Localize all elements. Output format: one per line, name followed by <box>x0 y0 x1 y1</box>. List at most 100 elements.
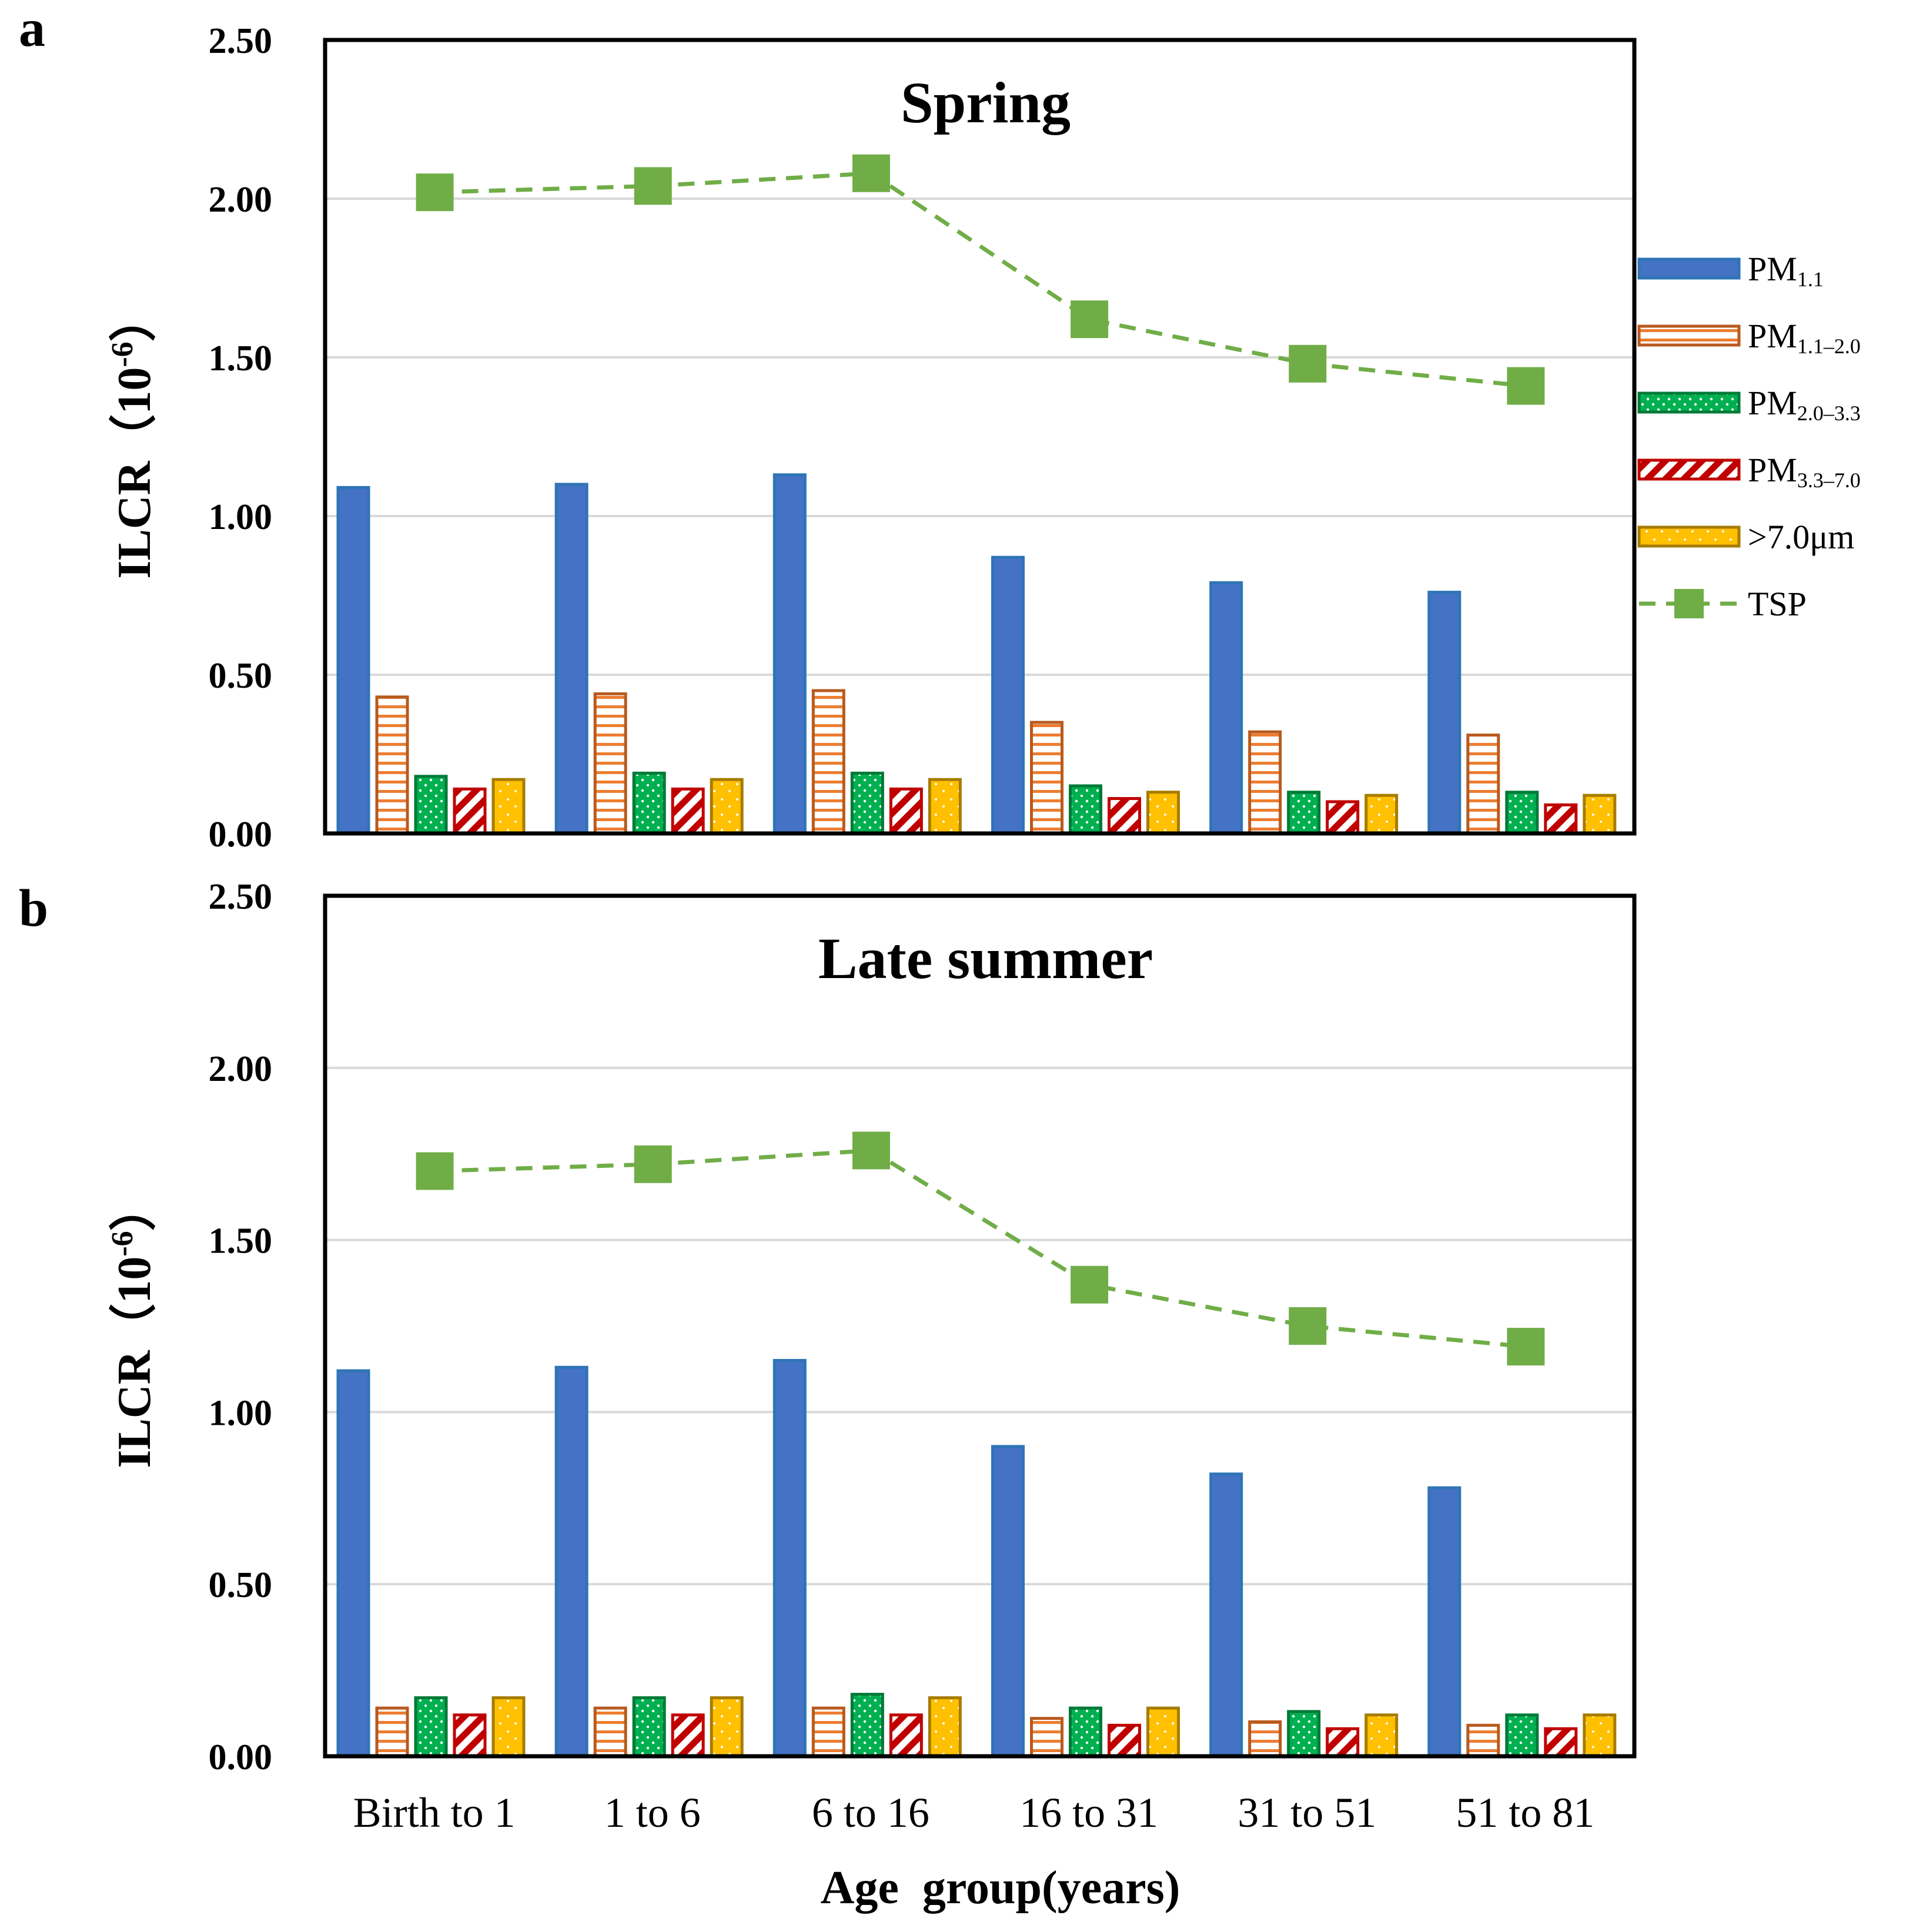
bar-pm2033 <box>632 1696 666 1758</box>
bar-pm11 <box>1209 581 1243 835</box>
bar-pm1120 <box>1030 721 1063 835</box>
plot-frame <box>323 38 1637 836</box>
bar-pm2033 <box>1505 791 1539 835</box>
legend-label-subscript: 1.1 <box>1797 267 1824 291</box>
bar-pm3370 <box>453 787 487 835</box>
bar-70m <box>1364 1713 1399 1758</box>
bar-pm11 <box>1427 591 1461 835</box>
bar-pm1120 <box>1248 1720 1282 1758</box>
legend-label: PM3.3–7.0 <box>1748 451 1861 492</box>
bar-pm3370 <box>1326 800 1360 835</box>
x-tick-label: Birth to 1 <box>353 1789 516 1836</box>
bar-pm2033 <box>1505 1713 1539 1758</box>
bar-70m <box>1364 793 1399 835</box>
x-tick-label: 16 to 31 <box>1019 1789 1158 1836</box>
legend-label-subscript: 3.3–7.0 <box>1797 468 1861 492</box>
panel-label: b <box>19 879 48 937</box>
y-axis-label: ILCR（10-6） <box>106 1184 160 1468</box>
bar-pm3370 <box>1544 1727 1578 1758</box>
legend-label: TSP <box>1748 585 1807 623</box>
legend-swatch <box>1637 257 1741 280</box>
tsp-line <box>434 171 1526 389</box>
y-tick-label: 0.50 <box>209 656 273 696</box>
bar-pm2033 <box>850 1693 884 1758</box>
x-tick-label: 51 to 81 <box>1456 1789 1594 1836</box>
legend-label-base: >7.0μm <box>1748 518 1854 556</box>
legend-label: PM1.1 <box>1748 250 1824 291</box>
bar-pm1120 <box>593 692 627 835</box>
y-axis-label-text: ILCR（10 <box>109 367 160 579</box>
tsp-marker <box>852 1131 890 1170</box>
tsp-marker <box>1507 1328 1545 1366</box>
y-tick-label: 2.00 <box>209 180 273 220</box>
y-tick-label: 1.50 <box>209 339 273 379</box>
bar-pm2033 <box>414 775 448 835</box>
tsp-marker <box>1289 1307 1327 1345</box>
bar-pm11 <box>1209 1472 1243 1758</box>
legend-label-base: PM <box>1748 451 1797 489</box>
x-tick-label: 31 to 51 <box>1238 1789 1376 1836</box>
legend-label-subscript: 1.1–2.0 <box>1797 334 1861 358</box>
bar-pm11 <box>554 483 588 835</box>
tsp-marker <box>634 167 672 205</box>
legend-label-base: PM <box>1748 384 1797 422</box>
bar-pm2033 <box>1287 1710 1321 1758</box>
bar-70m <box>1583 1713 1617 1758</box>
bar-pm11 <box>991 555 1025 835</box>
chart-title: Late summer <box>818 926 1153 991</box>
bar-pm3370 <box>1108 1723 1141 1758</box>
tsp-marker <box>1507 367 1545 405</box>
legend-label-base: PM <box>1748 317 1797 355</box>
legend-label-base: TSP <box>1748 585 1807 623</box>
tsp-marker <box>1071 300 1109 339</box>
bar-70m <box>928 778 962 835</box>
bar-pm3370 <box>453 1713 487 1758</box>
bar-pm3370 <box>671 1713 705 1758</box>
panel-spring: 0.00 0.50 1.00 1.50 2.00 2.50 Spring a ILCR（10-6… <box>19 0 1637 855</box>
y-tick-label: 0.00 <box>209 815 273 855</box>
x-axis-label: Age group(years) <box>821 1862 1180 1914</box>
legend-swatch <box>1637 525 1741 548</box>
y-tick-label: 0.00 <box>209 1737 273 1777</box>
legend-swatch <box>1637 458 1741 481</box>
y-axis-label-text: ILCR（10 <box>109 1257 160 1468</box>
legend-label-base: PM <box>1748 250 1797 288</box>
bar-pm2033 <box>850 771 884 835</box>
y-tick-label: 1.00 <box>209 1393 273 1433</box>
bar-pm1120 <box>375 1706 409 1758</box>
y-tick-label: 2.50 <box>209 877 273 917</box>
bar-pm2033 <box>1287 791 1321 835</box>
bar-pm3370 <box>889 787 923 835</box>
bar-pm2033 <box>1069 784 1102 835</box>
tsp-marker <box>1071 1265 1109 1304</box>
bar-pm3370 <box>671 787 705 835</box>
bar-70m <box>710 778 744 835</box>
bar-pm2033 <box>632 771 666 835</box>
tsp-marker <box>416 1152 454 1190</box>
legend-label: PM1.1–2.0 <box>1748 317 1861 358</box>
y-tick-label: 1.50 <box>209 1221 273 1261</box>
bar-pm3370 <box>889 1713 923 1758</box>
bar-pm1120 <box>1248 730 1282 835</box>
bar-70m <box>1146 791 1180 835</box>
y-axis-label: ILCR（10-6） <box>106 294 160 578</box>
bar-pm3370 <box>1544 803 1578 835</box>
tsp-line <box>434 1148 1526 1349</box>
legend-swatch-marker <box>1674 589 1704 618</box>
chart-title: Spring <box>901 70 1071 135</box>
bar-70m <box>491 778 526 835</box>
x-tick-label: 6 to 16 <box>812 1789 929 1836</box>
legend: PM1.1PM1.1–2.0PM2.0–3.3PM3.3–7.0>7.0μmTS… <box>1637 250 1861 623</box>
tsp-marker <box>852 154 890 192</box>
x-tick-label: 1 to 6 <box>604 1789 701 1836</box>
bar-70m <box>1146 1706 1180 1758</box>
y-axis-label-close: ） <box>109 294 160 341</box>
bar-pm2033 <box>414 1696 448 1758</box>
y-tick-label: 1.00 <box>209 497 273 537</box>
bar-pm3370 <box>1326 1727 1360 1758</box>
y-tick-label: 0.50 <box>209 1565 273 1605</box>
bar-pm1120 <box>811 1706 845 1758</box>
bar-pm11 <box>336 1369 370 1758</box>
bar-pm1120 <box>375 695 409 835</box>
